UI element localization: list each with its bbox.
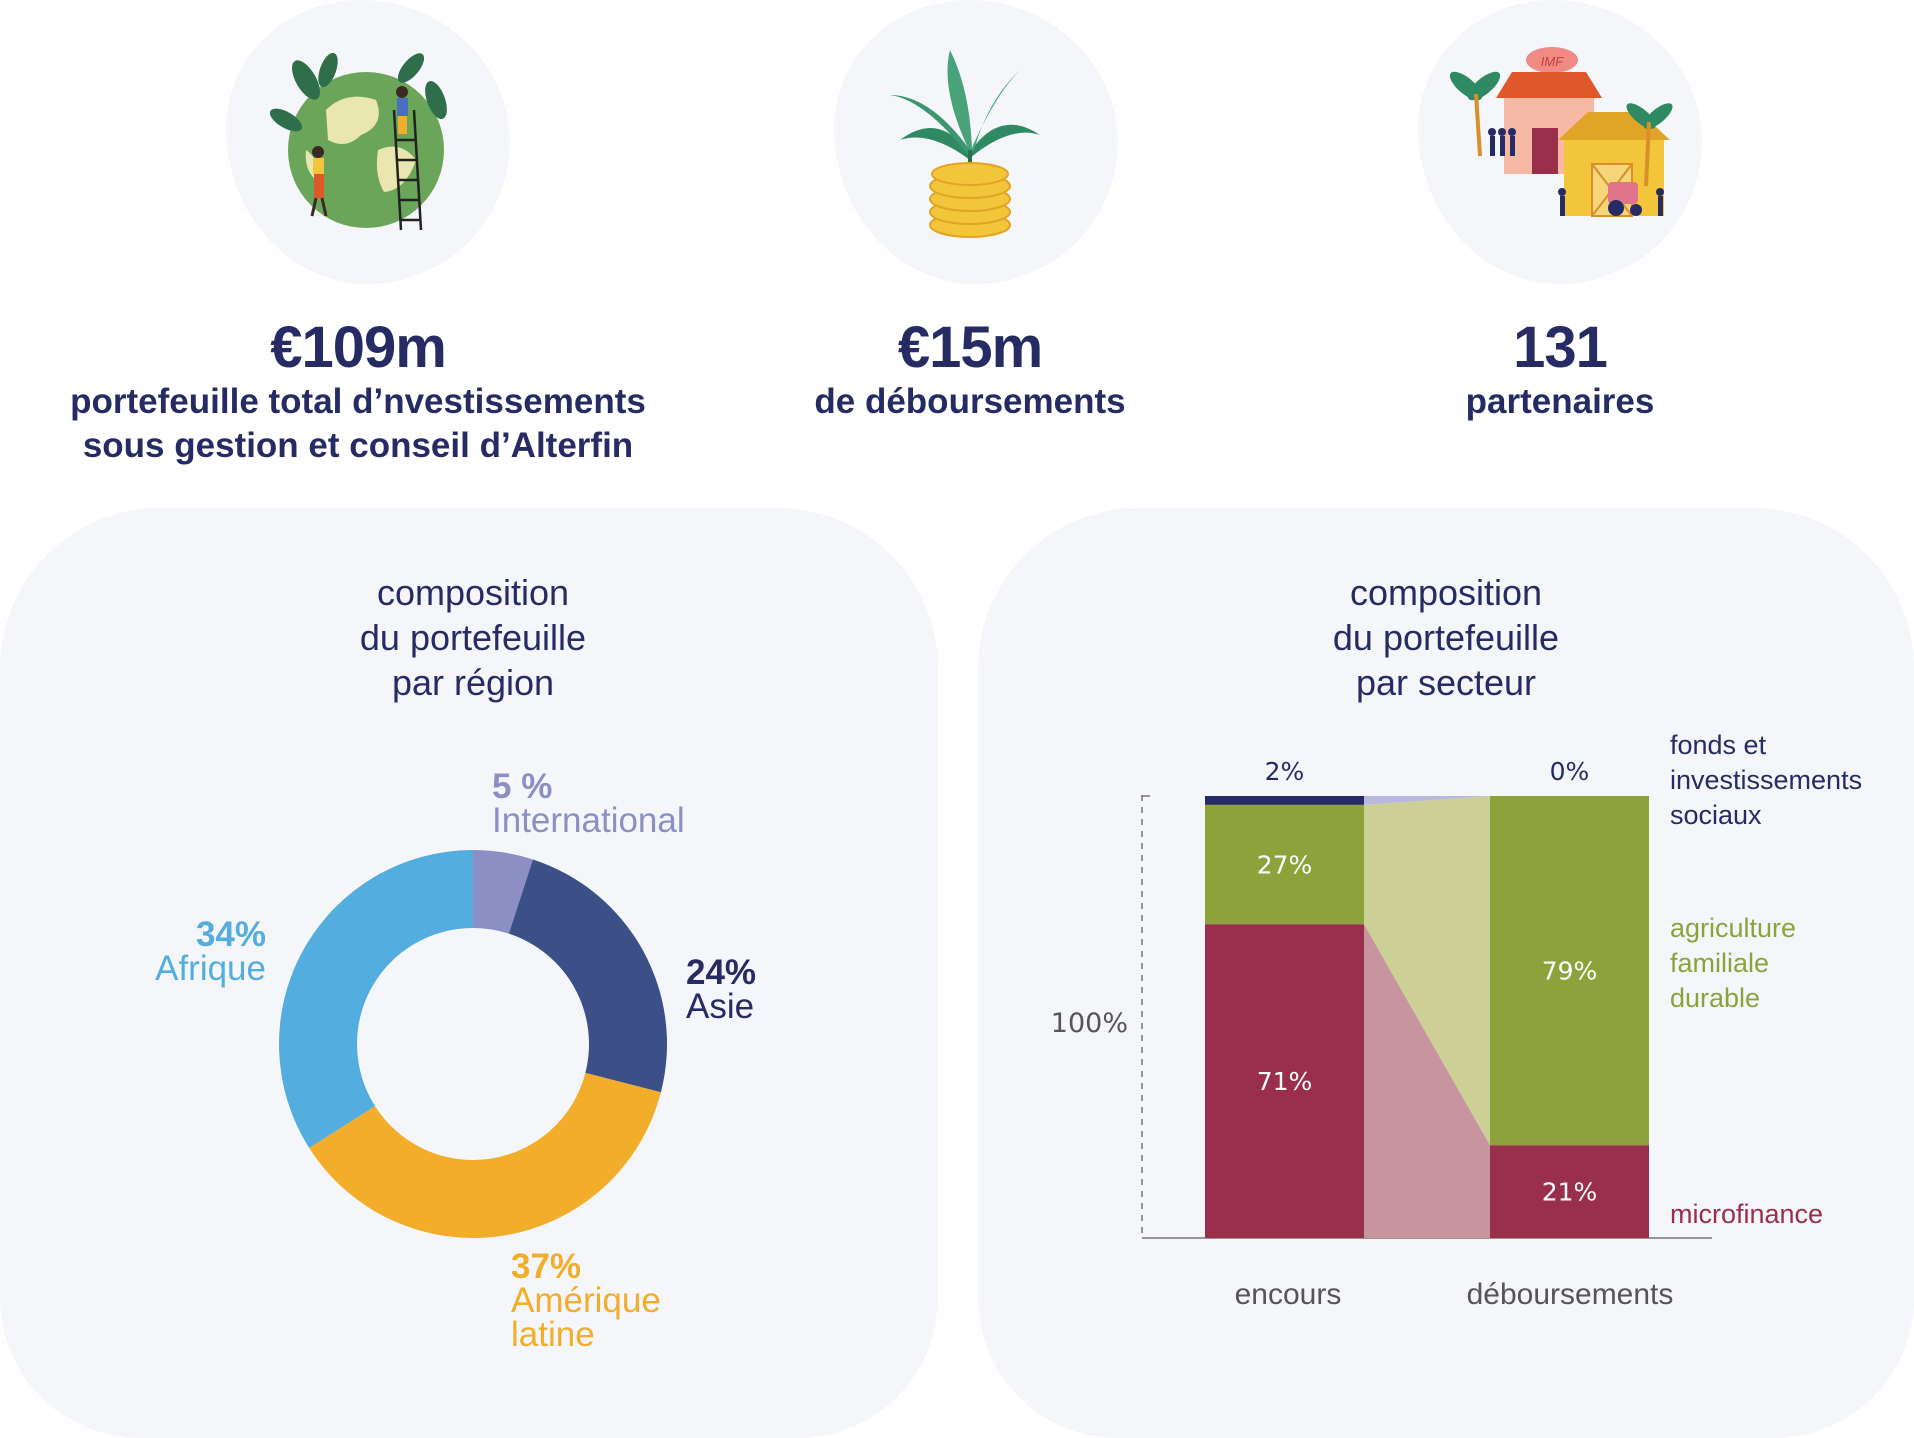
- slice-label-amerique-latine: 37% Amérique latine: [511, 1247, 661, 1354]
- donut-slice-afrique: [279, 850, 473, 1148]
- bar-label-microfinance-encours: 71%: [1257, 1067, 1313, 1096]
- sector-chart-title: composition du portefeuille par secteur: [1332, 572, 1560, 703]
- sector-stacked-bar-chart: 100% 71% 21% 27% 79% 2% 0%: [1051, 757, 1712, 1239]
- band-microfinance: [1364, 924, 1490, 1238]
- bar-label-agriculture-encours: 27%: [1257, 851, 1313, 880]
- stat-portfolio-value: €109m: [270, 315, 447, 380]
- legend-agriculture-familiale-durable: agriculture familiale durable: [1670, 913, 1797, 1013]
- region-chart-title: composition du portefeuille par région: [359, 572, 587, 703]
- x-category-encours: encours: [1234, 1278, 1342, 1311]
- bar-microfinance-deboursements: [1490, 1145, 1649, 1238]
- stat-partners-description: partenaires: [1465, 382, 1655, 421]
- y-axis-label: 100%: [1051, 1008, 1128, 1039]
- bar-label-microfinance-deboursements: 21%: [1542, 1178, 1598, 1207]
- donut-slice-asie: [508, 859, 667, 1093]
- bar-agriculture-deboursements: [1490, 796, 1649, 1146]
- bar-label-fonds-deboursements: 0%: [1550, 757, 1590, 786]
- imf-sign-text: IMF: [1541, 54, 1564, 69]
- bar-label-fonds-encours: 2%: [1265, 757, 1305, 786]
- stat-disbursements-value: €15m: [897, 315, 1043, 380]
- village-imf-icon: IMF: [1449, 47, 1673, 217]
- plant-coins-icon: [890, 50, 1040, 238]
- stat-portfolio-description: portefeuille total d’nvestissements sous…: [70, 382, 646, 465]
- legend-microfinance: microfinance: [1670, 1199, 1824, 1229]
- region-chart-panel: [0, 508, 938, 1438]
- globe-people-icon: [269, 52, 447, 231]
- band-agriculture: [1364, 796, 1490, 1146]
- donut-slice-international: [473, 850, 533, 934]
- band-fonds: [1364, 796, 1490, 805]
- stat-disbursements: €15m de déboursements: [700, 316, 1240, 424]
- region-donut-chart: [279, 850, 667, 1238]
- stat-partners: 131 partenaires: [1360, 316, 1760, 424]
- legend-fonds-investissements-sociaux: fonds et investissements sociaux: [1670, 730, 1863, 830]
- bar-label-agriculture-deboursements: 79%: [1542, 957, 1598, 986]
- bar-agriculture-encours: [1205, 804, 1364, 925]
- bar-fonds-encours: [1205, 796, 1364, 805]
- slice-label-afrique: 34% Afrique: [155, 915, 266, 988]
- x-category-deboursements: déboursements: [1466, 1278, 1674, 1311]
- slice-label-international: 5 % International: [492, 767, 685, 840]
- slice-label-asie: 24% Asie: [686, 953, 757, 1026]
- stat-partners-value: 131: [1513, 315, 1608, 380]
- stat-portfolio: €109m portefeuille total d’nvestissement…: [0, 316, 716, 468]
- stat-disbursements-description: de déboursements: [814, 382, 1126, 421]
- bar-microfinance-encours: [1205, 924, 1364, 1238]
- donut-slice-amerique-latine: [309, 1072, 661, 1238]
